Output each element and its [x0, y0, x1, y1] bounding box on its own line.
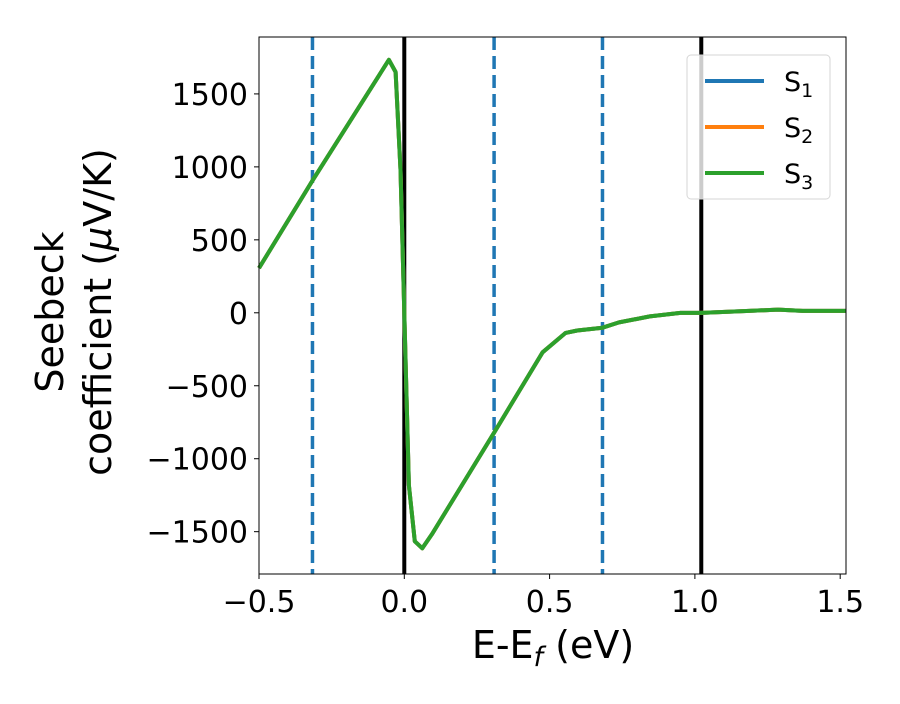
- y-tick-label: −1500: [147, 516, 248, 551]
- x-tick-label: 0.0: [380, 585, 428, 620]
- y-tick-label: 500: [191, 224, 248, 259]
- x-axis: −0.5 0.0 0.5 1.0 1.5: [223, 574, 864, 620]
- y-axis-label-line2: coefficient (μV/K): [76, 148, 120, 476]
- reference-lines: [310, 37, 704, 574]
- x-tick-label: 1.0: [671, 585, 719, 620]
- y-tick-label: −1000: [147, 443, 248, 478]
- y-tick-label: 1000: [172, 151, 248, 186]
- legend: S1 S2 S3: [686, 54, 831, 200]
- y-axis: 1500 1000 500 0 −500 −1000 −1500: [147, 78, 259, 551]
- x-tick-label: 0.5: [526, 585, 574, 620]
- y-tick-label: 1500: [172, 78, 248, 113]
- y-tick-label: −500: [166, 370, 248, 405]
- legend-label-s3: S3: [784, 159, 813, 194]
- x-axis-label: E-Ef (eV): [472, 623, 634, 673]
- plot-frame: [258, 36, 847, 575]
- legend-label-s2: S2: [784, 113, 813, 148]
- x-tick-label: 1.5: [816, 585, 864, 620]
- legend-label-s1: S1: [784, 67, 813, 102]
- y-axis-label-line1: Seebeck: [28, 231, 72, 392]
- x-tick-label: −0.5: [223, 585, 296, 620]
- series-lines: [257, 57, 846, 551]
- y-tick-label: 0: [229, 297, 248, 332]
- series-line-s3: [257, 57, 846, 551]
- y-axis-label: Seebeck coefficient (μV/K): [28, 148, 120, 476]
